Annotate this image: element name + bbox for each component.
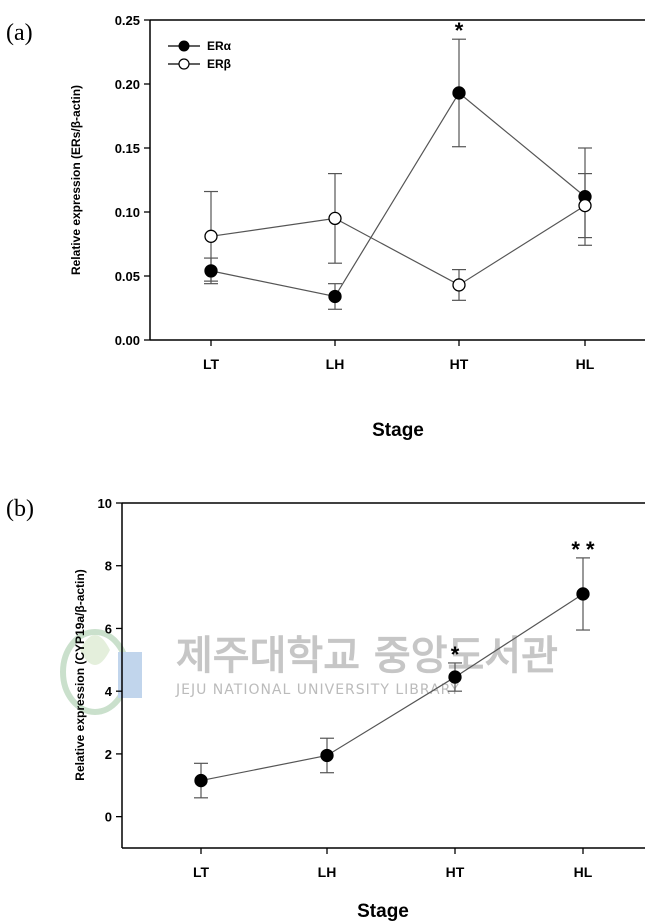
legend-label-er-alpha: ERα	[207, 39, 232, 53]
x-tick-label: LH	[318, 864, 337, 880]
legend-marker-er-beta	[178, 58, 190, 70]
data-point	[320, 748, 334, 763]
legend-marker-er-alpha	[178, 40, 190, 52]
series-line-0	[210, 92, 586, 298]
y-ticks-a: 0.00 0.05 0.10 0.15 0.20 0.25	[115, 13, 150, 348]
data-point	[578, 198, 592, 213]
y-axis-title-b: Relative expression (CYP19a/β-actin)	[73, 569, 87, 780]
y-tick-label: 0.20	[115, 77, 140, 92]
data-point	[204, 229, 218, 243]
x-axis-title-a: Stage	[372, 420, 424, 441]
panel-label-b: (b)	[6, 496, 34, 522]
y-tick-label: 0.15	[115, 141, 140, 156]
y-tick-label: 0.10	[115, 205, 140, 220]
data-point	[452, 278, 466, 292]
data-point	[576, 587, 590, 601]
x-tick-label: HL	[574, 864, 593, 880]
watermark: 제주대학교 중앙도서관 JEJU NATIONAL UNIVERSITY LIB…	[60, 629, 558, 715]
data-point	[328, 211, 342, 226]
y-tick-label: 0	[105, 810, 112, 825]
y-tick-label: 10	[98, 496, 112, 511]
x-tick-label: HT	[446, 864, 465, 880]
significance-marker: * *	[571, 537, 595, 562]
watermark-english: JEJU NATIONAL UNIVERSITY LIBRARY	[175, 682, 460, 698]
x-tick-label: HT	[450, 356, 469, 372]
data-point	[194, 773, 208, 788]
y-tick-label: 0.05	[115, 269, 140, 284]
x-tick-label: LH	[326, 356, 345, 372]
panel-label-a: (a)	[6, 20, 33, 46]
legend-a: ERα ERβ	[168, 39, 232, 71]
y-tick-label: 4	[105, 684, 113, 699]
x-tick-label: LT	[193, 864, 210, 880]
data-point	[328, 289, 342, 304]
series-line-0	[200, 593, 584, 782]
x-ticks-b: LT LH HT HL	[193, 848, 593, 880]
chart-panel-b: (b) 0 2 4 6 8 10 LT LH HT HL * * * Stage Relative…	[6, 496, 645, 922]
y-tick-label: 0.25	[115, 13, 140, 28]
series-group-a: *	[204, 18, 592, 310]
data-point	[452, 86, 466, 100]
legend-label-er-beta: ERβ	[207, 57, 231, 71]
x-ticks-a: LT LH HT HL	[203, 340, 595, 372]
x-tick-label: HL	[576, 356, 595, 372]
data-point	[204, 264, 218, 278]
y-tick-label: 2	[105, 747, 112, 762]
y-ticks-b: 0 2 4 6 8 10	[98, 496, 122, 825]
x-tick-label: LT	[203, 356, 220, 372]
data-point	[448, 670, 462, 684]
chart-panel-a: (a) 0.000.050.100.150.200.25 LT LH HT HL * …	[6, 13, 645, 441]
x-axis-title-b: Stage	[357, 901, 409, 922]
watermark-korean: 제주대학교 중앙도서관	[176, 633, 558, 679]
series-group-b: * * *	[194, 537, 595, 799]
y-tick-label: 0.00	[115, 333, 140, 348]
significance-marker: *	[451, 642, 460, 667]
y-tick-label: 6	[105, 621, 112, 636]
significance-marker: *	[455, 18, 464, 43]
y-axis-title-a: Relative expression (ERs/β-actin)	[69, 85, 83, 275]
y-tick-label: 8	[105, 559, 112, 574]
series-line-1	[210, 205, 586, 286]
